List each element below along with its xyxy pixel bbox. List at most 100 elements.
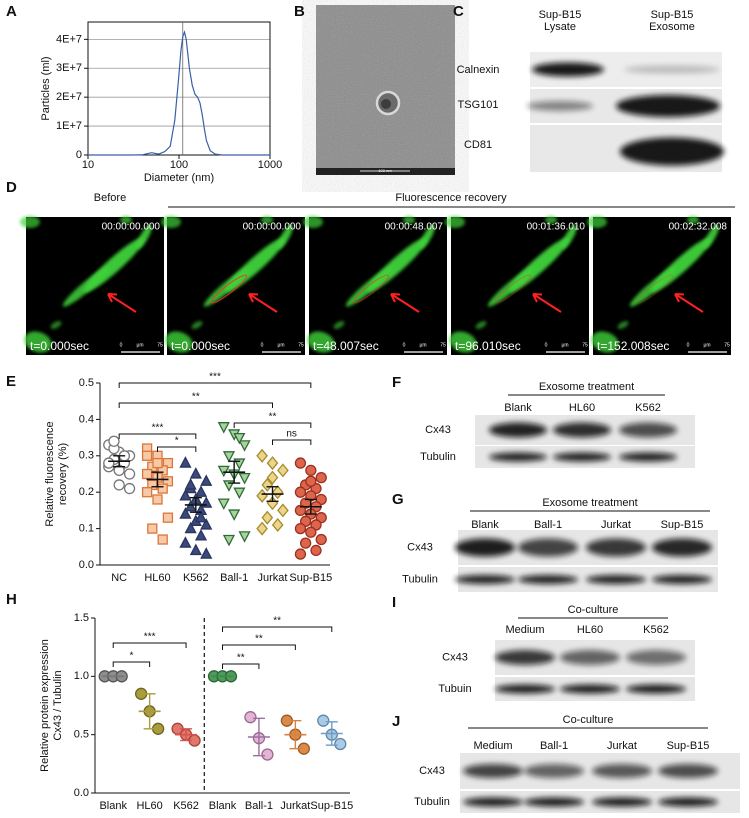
cell bbox=[687, 216, 699, 224]
blot-row-label: Cx43 bbox=[419, 765, 445, 777]
data-point bbox=[294, 548, 307, 560]
data-point bbox=[184, 499, 197, 512]
blot-band bbox=[592, 797, 652, 807]
panel-letter: J bbox=[392, 713, 400, 730]
blot-column-label: Medium bbox=[505, 624, 544, 636]
y-axis-label: recovery (%) bbox=[57, 443, 69, 505]
significance-label: * bbox=[129, 651, 133, 662]
blot-column-label: Jurkat bbox=[601, 519, 631, 531]
data-point bbox=[238, 472, 251, 485]
blot-row-label: Calnexin bbox=[457, 64, 500, 76]
blot-header: Co-culture bbox=[563, 714, 614, 726]
blot-header: Exosome treatment bbox=[539, 381, 634, 393]
scale-bar-label: 75 bbox=[724, 342, 730, 348]
blot-band bbox=[620, 137, 724, 166]
scale-bar-label: 0 bbox=[261, 342, 264, 348]
x-tick-label: 1000 bbox=[258, 159, 282, 171]
blot-column-label: Jurkat bbox=[607, 740, 637, 752]
recovery-label: Fluorescence recovery bbox=[395, 192, 507, 204]
x-tick-label: HL60 bbox=[136, 800, 162, 812]
x-tick-label: Ball-1 bbox=[220, 572, 248, 584]
scale-bar-label: 0 bbox=[545, 342, 548, 348]
data-point bbox=[238, 440, 251, 452]
blot-band bbox=[560, 684, 620, 694]
timestamp: 00:01:36.010 bbox=[527, 222, 586, 233]
data-point bbox=[261, 510, 274, 525]
x-tick-label: Blank bbox=[209, 800, 237, 812]
bleach-region bbox=[210, 274, 248, 304]
cell bbox=[307, 331, 335, 353]
data-point bbox=[294, 486, 307, 498]
x-tick-label: K562 bbox=[173, 800, 199, 812]
blot-row-label: Cx43 bbox=[425, 424, 451, 436]
arrow bbox=[390, 293, 420, 313]
data-point bbox=[162, 476, 174, 487]
data-point bbox=[141, 487, 153, 498]
cell bbox=[261, 216, 273, 224]
blot-column-label: Sup-B15 bbox=[539, 9, 582, 21]
data-point bbox=[152, 494, 163, 505]
blot-band bbox=[518, 538, 578, 557]
data-point bbox=[277, 503, 289, 518]
error-bar bbox=[143, 693, 156, 730]
cell bbox=[703, 224, 719, 250]
bleach-region bbox=[494, 274, 532, 304]
data-point bbox=[179, 507, 192, 519]
cell bbox=[419, 224, 435, 250]
blot-row-label: Cx43 bbox=[442, 651, 468, 663]
data-point bbox=[233, 432, 246, 445]
significance-bracket bbox=[118, 382, 312, 388]
microscopy-frame bbox=[587, 216, 731, 355]
arrow bbox=[107, 293, 137, 313]
arrow bbox=[248, 293, 278, 313]
cell bbox=[333, 321, 345, 329]
data-point bbox=[200, 518, 213, 530]
blot-column-label: Blank bbox=[504, 402, 532, 414]
significance-label: ** bbox=[237, 653, 245, 664]
error-bar bbox=[289, 719, 302, 750]
data-point bbox=[157, 483, 168, 494]
x-tick-label: Sup-B15 bbox=[310, 800, 353, 812]
blot-band bbox=[626, 650, 686, 665]
error-bar bbox=[228, 460, 241, 484]
significance-label: *** bbox=[152, 423, 164, 434]
microscopy-frame bbox=[20, 216, 164, 355]
cell bbox=[561, 224, 577, 250]
data-point bbox=[228, 509, 241, 521]
cell bbox=[20, 216, 40, 228]
blot-column-label: Sup-B15 bbox=[667, 740, 710, 752]
blot-column-label: Sup-B15 bbox=[651, 9, 694, 21]
cell bbox=[24, 331, 52, 353]
blot-column-label: Exosome bbox=[649, 21, 695, 33]
significance-bracket bbox=[157, 446, 197, 452]
y-tick-label: 0.0 bbox=[74, 787, 89, 799]
data-point bbox=[222, 534, 236, 547]
data-point bbox=[162, 457, 174, 469]
y-tick-label: 0.3 bbox=[79, 450, 94, 462]
cell bbox=[487, 267, 535, 307]
blot-band bbox=[553, 422, 611, 438]
blot-band bbox=[463, 764, 523, 778]
y-tick-label: 0.0 bbox=[79, 559, 94, 571]
error-bar bbox=[189, 496, 202, 513]
blot-header: Exosome treatment bbox=[542, 497, 637, 509]
timestamp: 00:02:32.008 bbox=[669, 222, 728, 233]
significance-label: *** bbox=[209, 372, 221, 383]
scale-bar-label: μm bbox=[277, 342, 284, 348]
cell bbox=[303, 216, 323, 228]
timestamp: 00:00:48.007 bbox=[385, 222, 444, 233]
scale-bar-label: μm bbox=[136, 342, 143, 348]
x-tick-label: Jurkat bbox=[258, 572, 288, 584]
time-label: t=96.010sec bbox=[455, 339, 521, 353]
data-point bbox=[305, 475, 317, 487]
data-point bbox=[310, 544, 322, 557]
microscopy-frame bbox=[161, 216, 305, 355]
y-tick-label: 0.5 bbox=[74, 729, 89, 741]
blot-row-label: CD81 bbox=[464, 139, 492, 151]
y-tick-label: 0.1 bbox=[79, 523, 94, 535]
data-point bbox=[123, 482, 136, 495]
data-point bbox=[222, 451, 236, 463]
scale-bar-label: 75 bbox=[440, 342, 446, 348]
blot-band bbox=[624, 65, 720, 74]
x-tick-label: 100 bbox=[170, 159, 188, 171]
